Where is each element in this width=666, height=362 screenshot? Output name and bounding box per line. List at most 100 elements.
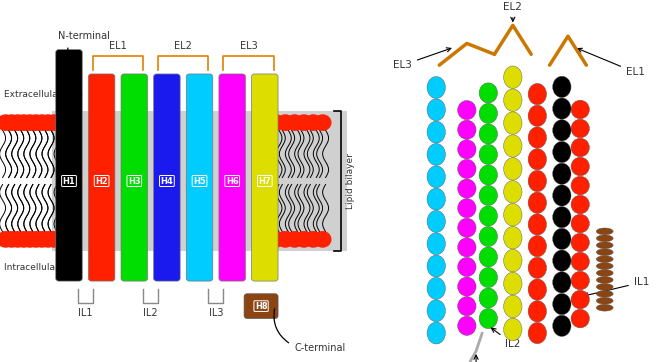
Text: Lipid bilayer: Lipid bilayer (346, 153, 355, 209)
Text: H4: H4 (161, 177, 173, 185)
Ellipse shape (479, 83, 498, 103)
Ellipse shape (479, 288, 498, 308)
Ellipse shape (458, 316, 476, 336)
Ellipse shape (427, 233, 446, 255)
Ellipse shape (553, 294, 571, 315)
Ellipse shape (571, 138, 589, 157)
Ellipse shape (596, 235, 613, 242)
Ellipse shape (427, 121, 446, 143)
Ellipse shape (528, 323, 547, 344)
Ellipse shape (553, 228, 571, 249)
Text: N-terminal: N-terminal (58, 30, 110, 41)
Ellipse shape (427, 255, 446, 277)
Circle shape (314, 232, 331, 247)
Text: H2: H2 (95, 177, 108, 185)
Ellipse shape (571, 100, 589, 119)
Ellipse shape (596, 277, 613, 283)
Ellipse shape (458, 218, 476, 237)
Text: Extracellular side: Extracellular side (4, 90, 83, 98)
Ellipse shape (528, 236, 547, 257)
Circle shape (296, 115, 312, 130)
Ellipse shape (503, 89, 522, 111)
Ellipse shape (528, 257, 547, 278)
Ellipse shape (427, 300, 446, 322)
Ellipse shape (596, 242, 613, 249)
Circle shape (21, 115, 38, 130)
Ellipse shape (503, 135, 522, 157)
Circle shape (286, 115, 303, 130)
Ellipse shape (427, 166, 446, 188)
Ellipse shape (479, 104, 498, 123)
Ellipse shape (479, 227, 498, 247)
Ellipse shape (596, 249, 613, 256)
Ellipse shape (528, 84, 547, 105)
Ellipse shape (553, 76, 571, 97)
Ellipse shape (458, 140, 476, 159)
Text: EL3: EL3 (393, 48, 451, 70)
Text: EL2: EL2 (503, 2, 522, 21)
Ellipse shape (596, 263, 613, 269)
Ellipse shape (427, 210, 446, 232)
Ellipse shape (427, 143, 446, 165)
Ellipse shape (553, 120, 571, 141)
FancyBboxPatch shape (56, 50, 82, 281)
Circle shape (21, 232, 38, 247)
Circle shape (46, 232, 63, 247)
Ellipse shape (503, 295, 522, 318)
Circle shape (314, 115, 331, 130)
Circle shape (46, 115, 63, 130)
Text: H6: H6 (226, 177, 238, 185)
Text: IL3: IL3 (468, 355, 484, 362)
Circle shape (3, 232, 20, 247)
Ellipse shape (528, 171, 547, 191)
Circle shape (28, 232, 44, 247)
Ellipse shape (479, 206, 498, 226)
Ellipse shape (553, 250, 571, 271)
Circle shape (15, 115, 32, 130)
FancyBboxPatch shape (89, 74, 115, 281)
Ellipse shape (553, 163, 571, 184)
Text: EL1: EL1 (578, 48, 645, 77)
Text: C-terminal: C-terminal (294, 343, 346, 353)
Circle shape (277, 115, 294, 130)
Text: IL1: IL1 (78, 308, 93, 318)
Ellipse shape (427, 99, 446, 121)
Circle shape (268, 232, 284, 247)
Ellipse shape (596, 290, 613, 297)
Ellipse shape (571, 271, 589, 290)
Ellipse shape (571, 195, 589, 214)
Ellipse shape (571, 233, 589, 252)
Ellipse shape (571, 290, 589, 309)
Ellipse shape (528, 192, 547, 213)
Ellipse shape (596, 297, 613, 304)
Ellipse shape (553, 272, 571, 293)
Ellipse shape (503, 158, 522, 180)
Ellipse shape (528, 279, 547, 300)
Circle shape (28, 115, 44, 130)
Ellipse shape (503, 181, 522, 203)
Ellipse shape (528, 105, 547, 126)
Text: EL3: EL3 (240, 41, 257, 51)
Ellipse shape (458, 257, 476, 277)
Ellipse shape (503, 112, 522, 134)
Circle shape (40, 232, 56, 247)
Ellipse shape (553, 98, 571, 119)
Ellipse shape (458, 120, 476, 139)
Ellipse shape (458, 238, 476, 257)
Ellipse shape (479, 124, 498, 144)
Text: IL2: IL2 (143, 308, 158, 318)
Text: IL2: IL2 (492, 328, 521, 349)
Ellipse shape (596, 256, 613, 262)
Ellipse shape (528, 214, 547, 235)
Circle shape (277, 232, 294, 247)
Ellipse shape (458, 159, 476, 178)
Circle shape (3, 115, 20, 130)
FancyBboxPatch shape (52, 111, 347, 251)
Ellipse shape (596, 228, 613, 235)
Ellipse shape (427, 277, 446, 299)
Ellipse shape (596, 283, 613, 290)
Ellipse shape (571, 252, 589, 271)
FancyBboxPatch shape (244, 294, 278, 319)
Ellipse shape (458, 179, 476, 198)
Ellipse shape (571, 309, 589, 328)
